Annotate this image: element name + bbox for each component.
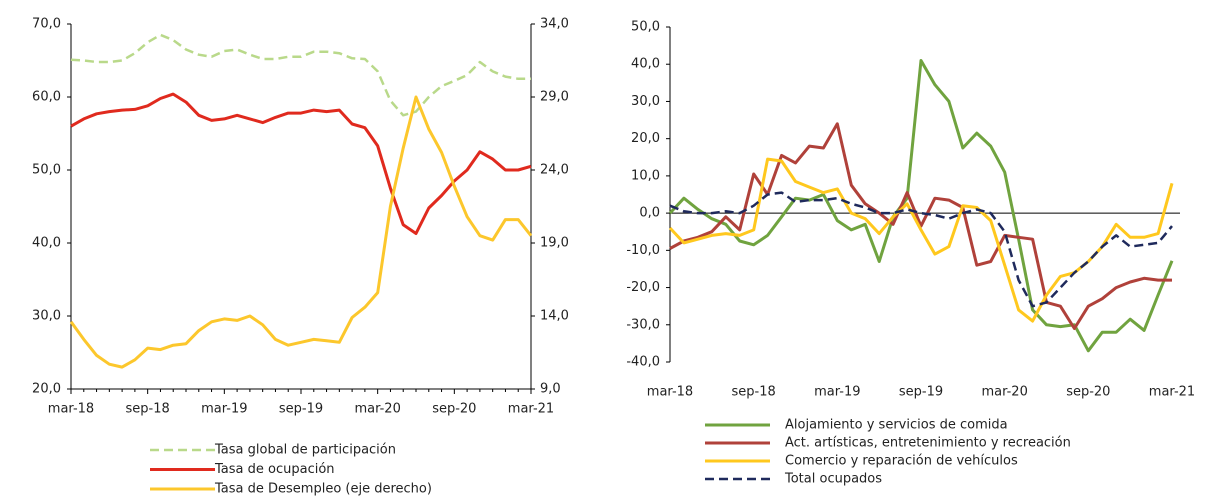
x-tick-label: sep-18 [126, 402, 170, 417]
legend-label: Tasa global de participación [214, 443, 396, 458]
legend-label: Total ocupados [784, 472, 882, 487]
legend-label: Alojamiento y servicios de comida [785, 418, 1008, 433]
y-tick-label: 10,0 [631, 168, 660, 183]
y-tick-label: 40,0 [631, 57, 660, 72]
x-tick-label: sep-18 [732, 385, 776, 400]
y2-tick-label: 24,0 [540, 163, 569, 178]
y-tick-label: -30,0 [626, 317, 660, 332]
series-line [668, 59, 1174, 353]
legend-label: Comercio y reparación de vehículos [785, 454, 1018, 469]
y-tick-label: 40,0 [32, 236, 61, 251]
series-line [69, 95, 533, 369]
series-line [669, 191, 1173, 308]
x-tick-label: mar-20 [354, 402, 400, 417]
series-line [669, 122, 1172, 330]
y-tick-label: 20,0 [32, 382, 61, 397]
y-tick-label: 20,0 [631, 131, 660, 146]
x-tick-label: mar-21 [1149, 385, 1195, 400]
y2-tick-label: 29,0 [540, 90, 569, 105]
x-tick-label: mar-18 [48, 402, 94, 417]
series-line [668, 157, 1174, 323]
legend-label: Act. artísticas, entretenimiento y recre… [785, 436, 1071, 451]
y-tick-label: 30,0 [32, 309, 61, 324]
x-tick-label: mar-19 [814, 385, 860, 400]
y-tick-label: 50,0 [32, 163, 61, 178]
y-tick-label: 0,0 [639, 206, 660, 221]
y2-tick-label: 19,0 [540, 236, 569, 251]
y-tick-label: 70,0 [32, 17, 61, 32]
x-tick-label: mar-20 [981, 385, 1027, 400]
x-tick-label: mar-21 [508, 402, 554, 417]
y-tick-label: 60,0 [32, 90, 61, 105]
x-tick-label: sep-20 [1066, 385, 1110, 400]
legend-label: Tasa de Desempleo (eje derecho) [214, 482, 432, 497]
x-tick-label: sep-19 [899, 385, 943, 400]
y-tick-label: -40,0 [626, 355, 660, 370]
y-tick-label: 30,0 [631, 94, 660, 109]
series-line [70, 33, 531, 117]
y2-tick-label: 9,0 [540, 382, 561, 397]
x-tick-label: mar-19 [201, 402, 247, 417]
legend-label: Tasa de ocupación [214, 462, 335, 477]
y-tick-label: 50,0 [631, 20, 660, 35]
x-tick-label: mar-18 [647, 385, 693, 400]
y-tick-label: -20,0 [626, 280, 660, 295]
x-tick-label: sep-19 [279, 402, 323, 417]
y2-tick-label: 34,0 [540, 17, 569, 32]
y2-tick-label: 14,0 [540, 309, 569, 324]
x-tick-label: sep-20 [432, 402, 476, 417]
y-tick-label: -10,0 [626, 243, 660, 258]
series-line [70, 92, 532, 235]
